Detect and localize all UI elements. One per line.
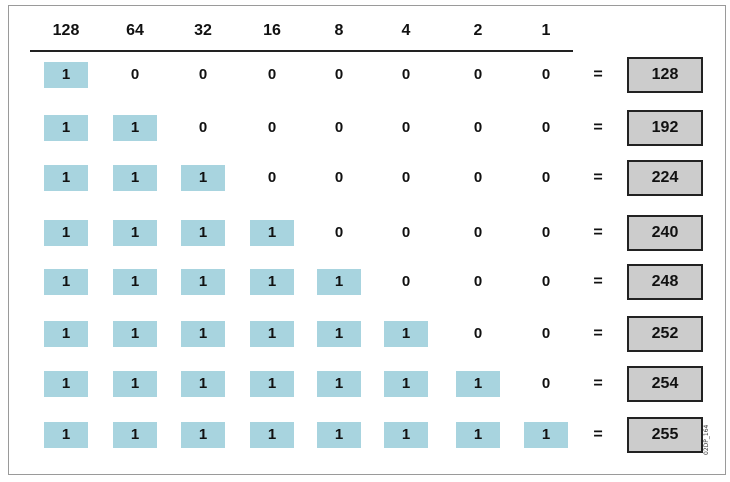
bit-cell: 1 bbox=[113, 165, 157, 191]
bit-cell: 0 bbox=[541, 224, 551, 241]
bit-cell: 0 bbox=[334, 119, 344, 136]
figure-id: 02DP_164 bbox=[703, 424, 710, 455]
bit-cell: 1 bbox=[317, 321, 361, 347]
bit-cell: 0 bbox=[401, 224, 411, 241]
column-header-128: 128 bbox=[52, 22, 80, 39]
bit-cell: 1 bbox=[44, 62, 88, 88]
bit-cell: 1 bbox=[250, 321, 294, 347]
bit-cell: 0 bbox=[198, 66, 208, 83]
bit-cell: 0 bbox=[401, 66, 411, 83]
equals-sign: = bbox=[593, 325, 603, 342]
column-header-2: 2 bbox=[473, 22, 483, 39]
bit-cell: 1 bbox=[456, 422, 500, 448]
result-box: 128 bbox=[627, 57, 703, 93]
bit-cell: 0 bbox=[401, 273, 411, 290]
bit-cell: 0 bbox=[473, 325, 483, 342]
bit-cell: 0 bbox=[541, 273, 551, 290]
bit-cell: 0 bbox=[334, 66, 344, 83]
column-header-8: 8 bbox=[334, 22, 344, 39]
bit-cell: 1 bbox=[384, 422, 428, 448]
bit-cell: 1 bbox=[113, 220, 157, 246]
bit-cell: 1 bbox=[113, 115, 157, 141]
column-header-32: 32 bbox=[194, 22, 212, 39]
bit-cell: 1 bbox=[250, 371, 294, 397]
bit-cell: 1 bbox=[44, 115, 88, 141]
bit-cell: 1 bbox=[181, 269, 225, 295]
bit-cell: 0 bbox=[401, 119, 411, 136]
bit-cell: 1 bbox=[181, 165, 225, 191]
equals-sign: = bbox=[593, 119, 603, 136]
equals-sign: = bbox=[593, 273, 603, 290]
bit-cell: 1 bbox=[44, 269, 88, 295]
result-box: 224 bbox=[627, 160, 703, 196]
bit-cell: 1 bbox=[181, 321, 225, 347]
bit-cell: 0 bbox=[473, 273, 483, 290]
bit-cell: 1 bbox=[44, 321, 88, 347]
bit-cell: 0 bbox=[541, 119, 551, 136]
bit-cell: 0 bbox=[130, 66, 140, 83]
column-header-16: 16 bbox=[263, 22, 281, 39]
bit-cell: 1 bbox=[113, 371, 157, 397]
result-box: 240 bbox=[627, 215, 703, 251]
bit-cell: 0 bbox=[334, 224, 344, 241]
bit-cell: 1 bbox=[384, 321, 428, 347]
bit-cell: 1 bbox=[113, 269, 157, 295]
bit-cell: 1 bbox=[250, 422, 294, 448]
bit-cell: 0 bbox=[473, 224, 483, 241]
bit-cell: 1 bbox=[524, 422, 568, 448]
header-rule bbox=[30, 50, 573, 52]
bit-cell: 0 bbox=[267, 66, 277, 83]
bit-cell: 1 bbox=[384, 371, 428, 397]
bit-cell: 1 bbox=[113, 321, 157, 347]
bit-cell: 1 bbox=[317, 422, 361, 448]
bit-cell: 0 bbox=[267, 169, 277, 186]
bit-cell: 0 bbox=[334, 169, 344, 186]
result-box: 192 bbox=[627, 110, 703, 146]
bit-cell: 0 bbox=[541, 375, 551, 392]
bit-cell: 1 bbox=[456, 371, 500, 397]
result-box: 254 bbox=[627, 366, 703, 402]
result-box: 248 bbox=[627, 264, 703, 300]
equals-sign: = bbox=[593, 224, 603, 241]
bit-cell: 0 bbox=[401, 169, 411, 186]
bit-cell: 0 bbox=[541, 169, 551, 186]
bit-cell: 1 bbox=[113, 422, 157, 448]
bit-cell: 1 bbox=[250, 269, 294, 295]
equals-sign: = bbox=[593, 66, 603, 83]
equals-sign: = bbox=[593, 426, 603, 443]
bit-cell: 1 bbox=[44, 422, 88, 448]
bit-cell: 1 bbox=[181, 371, 225, 397]
bit-cell: 0 bbox=[267, 119, 277, 136]
result-box: 252 bbox=[627, 316, 703, 352]
bit-cell: 0 bbox=[473, 169, 483, 186]
figure-frame bbox=[8, 5, 726, 475]
bit-cell: 0 bbox=[541, 66, 551, 83]
bit-cell: 1 bbox=[44, 165, 88, 191]
bit-cell: 0 bbox=[198, 119, 208, 136]
equals-sign: = bbox=[593, 375, 603, 392]
result-box: 255 bbox=[627, 417, 703, 453]
bit-cell: 0 bbox=[473, 119, 483, 136]
bit-cell: 0 bbox=[473, 66, 483, 83]
bit-cell: 1 bbox=[181, 220, 225, 246]
bit-cell: 1 bbox=[317, 269, 361, 295]
column-header-1: 1 bbox=[541, 22, 551, 39]
bit-cell: 1 bbox=[181, 422, 225, 448]
bit-cell: 1 bbox=[44, 220, 88, 246]
bit-cell: 1 bbox=[250, 220, 294, 246]
column-header-4: 4 bbox=[401, 22, 411, 39]
bit-cell: 1 bbox=[44, 371, 88, 397]
equals-sign: = bbox=[593, 169, 603, 186]
column-header-64: 64 bbox=[126, 22, 144, 39]
bit-cell: 0 bbox=[541, 325, 551, 342]
bit-cell: 1 bbox=[317, 371, 361, 397]
